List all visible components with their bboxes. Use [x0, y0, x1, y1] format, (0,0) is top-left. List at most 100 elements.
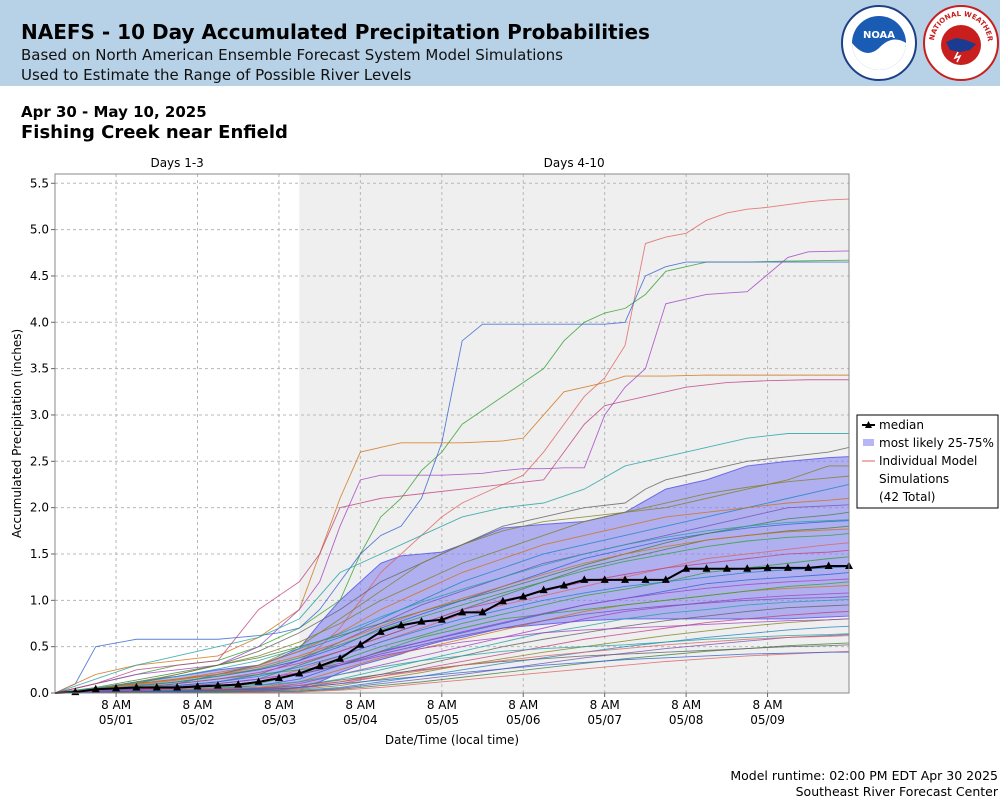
median-point: [132, 682, 141, 691]
median-point: [804, 563, 813, 571]
page-title: NAEFS - 10 Day Accumulated Precipitation…: [21, 20, 650, 44]
x-tick-date-label: 05/05: [425, 713, 460, 727]
median-point: [213, 681, 222, 689]
median-point: [478, 607, 487, 616]
x-tick-time-label: 8 AM: [101, 698, 131, 712]
median-point: [682, 564, 691, 572]
member-line-10: [54, 484, 850, 694]
period-label-2: Days 4-10: [544, 156, 605, 170]
member-line-30: [54, 633, 850, 694]
forecast-location: Fishing Creek near Enfield: [21, 122, 288, 143]
median-point: [519, 592, 528, 600]
x-tick-time-label: 8 AM: [590, 698, 620, 712]
median-point: [498, 596, 507, 605]
member-line-2: [54, 259, 850, 694]
median-point: [763, 563, 772, 571]
y-axis-label: Accumulated Precipitation (inches): [10, 329, 24, 538]
median-point: [621, 575, 630, 583]
y-tick-label: 0.5: [30, 640, 49, 654]
x-tick-time-label: 8 AM: [427, 698, 457, 712]
median-point: [295, 669, 304, 677]
period-label-1: Days 1-3: [150, 156, 203, 170]
median-point: [824, 561, 833, 570]
x-tick-date-label: 05/07: [587, 713, 622, 727]
median-point: [376, 627, 385, 635]
median-point: [417, 617, 426, 625]
median-point: [722, 564, 731, 572]
member-line-4: [54, 374, 849, 694]
median-line: [54, 565, 849, 694]
member-line-38: [54, 533, 850, 694]
x-tick-date-label: 05/09: [750, 713, 785, 727]
y-tick-label: 0.0: [30, 686, 49, 700]
median-point: [336, 654, 345, 662]
median-point: [661, 575, 670, 583]
median-point: [254, 677, 263, 685]
x-tick-time-label: 8 AM: [183, 698, 213, 712]
member-line-41: [54, 578, 850, 694]
nws-logo-icon: NATIONAL WEATHER SERVICE: [922, 4, 999, 81]
y-tick-label: 2.5: [30, 454, 49, 468]
subtitle-line-2: Used to Estimate the Range of Possible R…: [21, 66, 412, 84]
median-point: [356, 640, 365, 648]
y-tick-label: 4.5: [30, 269, 49, 283]
median-point: [458, 607, 467, 616]
legend-band-swatch: [863, 439, 874, 446]
x-tick-date-label: 05/03: [262, 713, 297, 727]
x-tick-date-label: 05/06: [506, 713, 541, 727]
member-line-33: [54, 475, 850, 694]
member-line-40: [54, 528, 850, 694]
noaa-logo-text: NOAA: [863, 30, 895, 41]
median-point: [274, 673, 283, 682]
member-line-34: [54, 566, 850, 694]
x-tick-time-label: 8 AM: [345, 698, 375, 712]
median-point: [397, 620, 406, 629]
x-tick-date-label: 05/02: [180, 713, 215, 727]
precipitation-chart: Days 1-3 Days 4-10 0.0 0.5 1.0 1.5 2.0 2.5 3.0 3.…: [10, 156, 999, 747]
x-tick-time-label: 8 AM: [753, 698, 783, 712]
median-point: [600, 575, 609, 583]
member-line-9: [54, 465, 849, 694]
noaa-logo-icon: NOAA: [841, 5, 917, 81]
median-point: [91, 684, 100, 693]
median-point: [539, 585, 548, 594]
median-point: [193, 682, 202, 690]
legend-median-marker: [865, 421, 872, 428]
median-point: [702, 564, 711, 572]
median-point: [783, 563, 792, 571]
y-tick-label: 3.0: [30, 408, 49, 422]
member-line-28: [54, 497, 850, 694]
median-point: [580, 575, 589, 583]
member-line-8: [54, 379, 849, 694]
y-tick-label: 1.0: [30, 593, 49, 607]
y-tick-label: 5.5: [30, 176, 49, 190]
member-line-6: [54, 433, 849, 694]
median-point: [315, 661, 324, 670]
member-line-36: [54, 511, 850, 694]
y-tick-label: 1.5: [30, 547, 49, 561]
legend-members-label-1: Individual Model: [879, 454, 977, 468]
x-tick-time-label: 8 AM: [508, 698, 538, 712]
x-tick-date-label: 05/01: [99, 713, 134, 727]
subtitle-line-1: Based on North American Ensemble Forecas…: [21, 46, 563, 64]
forecast-center: Southeast River Forecast Center: [795, 784, 998, 799]
median-point: [437, 615, 446, 623]
member-line-39: [54, 651, 849, 694]
legend-members-label-2: Simulations: [879, 472, 949, 486]
legend-band-label: most likely 25-75%: [879, 436, 994, 450]
member-line-5: [54, 250, 850, 694]
median-point: [152, 682, 161, 691]
plot-frame: [54, 173, 850, 694]
median-point: [234, 680, 243, 688]
x-tick-date-label: 05/08: [669, 713, 704, 727]
legend-median-label: median: [879, 418, 924, 432]
y-tick-label: 5.0: [30, 223, 49, 237]
legend-box: [856, 414, 999, 509]
member-line-42: [54, 519, 850, 694]
x-axis-label: Date/Time (local time): [385, 733, 519, 747]
y-tick-label: 3.5: [30, 362, 49, 376]
x-tick-date-label: 05/04: [343, 713, 378, 727]
header-banner: NAEFS - 10 Day Accumulated Precipitation…: [0, 0, 1000, 86]
y-tick-label: 2.0: [30, 501, 49, 515]
median-point: [112, 683, 121, 692]
